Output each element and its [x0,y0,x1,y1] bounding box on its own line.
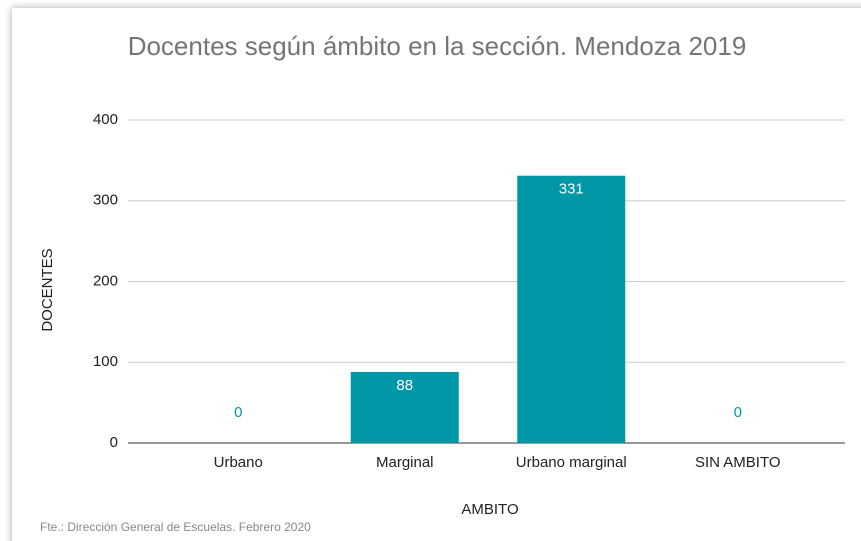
data-label: 331 [559,181,584,198]
x-tick-label: Urbano marginal [516,454,627,471]
source-note: Fte.: Dirección General de Escuelas. Feb… [40,520,311,534]
y-tick-label: 400 [93,111,118,128]
bar [350,371,459,443]
y-tick-label: 300 [93,192,118,209]
x-tick-label: Marginal [376,454,434,471]
y-tick-label: 0 [110,434,118,451]
y-tick-label: 100 [93,353,118,370]
y-tick-label: 200 [93,272,118,289]
chart-title: Docentes según ámbito en la sección. Men… [128,31,747,61]
x-tick-label: Urbano [214,454,263,471]
bar [517,175,626,443]
x-axis-label: AMBITO [461,501,518,518]
card [12,8,861,541]
data-label: 0 [234,404,242,421]
data-label: 0 [734,404,742,421]
x-tick-label: SIN AMBITO [695,454,781,471]
data-label: 88 [396,377,413,394]
y-axis-label: DOCENTES [39,248,56,331]
